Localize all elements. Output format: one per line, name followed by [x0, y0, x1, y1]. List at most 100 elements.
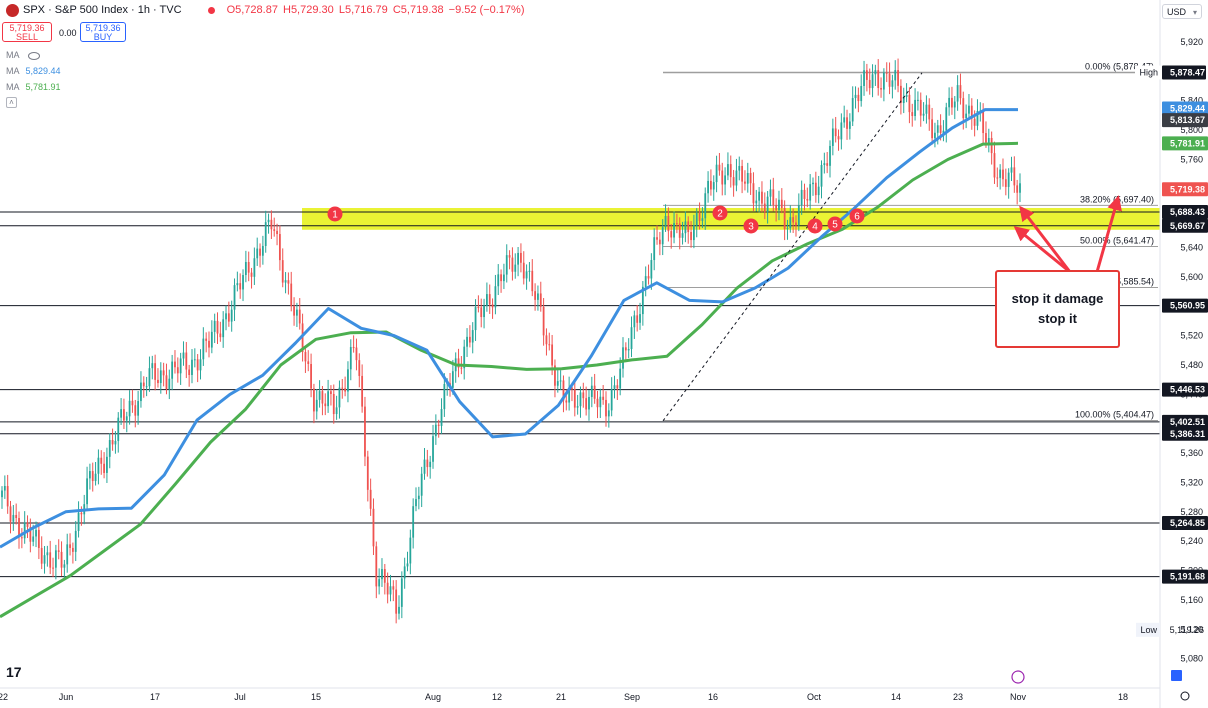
- level-tag-label: 5,560.95: [1170, 301, 1205, 311]
- candle-body: [236, 283, 239, 286]
- candle-body: [900, 85, 902, 104]
- spread-value: 0.00: [59, 28, 77, 38]
- candle-body: [829, 145, 831, 166]
- marker-circle: [849, 208, 865, 224]
- candle-body: [103, 463, 105, 473]
- candle-body: [863, 70, 865, 86]
- candle-body: [171, 361, 174, 379]
- candle-body: [681, 233, 684, 238]
- candle-body: [97, 457, 100, 474]
- candle-body: [749, 172, 752, 184]
- candle-body: [293, 306, 295, 316]
- candle-body: [704, 193, 707, 219]
- candle-body: [281, 260, 284, 283]
- candle-body: [602, 396, 605, 400]
- candle-body: [797, 205, 800, 226]
- candle-body: [403, 566, 406, 579]
- candle-body: [6, 486, 9, 507]
- candle-body: [610, 388, 613, 411]
- candle-body: [332, 393, 335, 415]
- candle-body: [500, 274, 502, 282]
- candle-body: [585, 398, 588, 410]
- marker-label: 5: [832, 220, 838, 231]
- candle-body: [151, 363, 154, 369]
- x-tick-label: 18: [1118, 692, 1128, 702]
- candle-body: [588, 396, 590, 410]
- candle-body: [392, 586, 395, 590]
- candle-body: [54, 550, 57, 568]
- candle-body: [641, 286, 644, 315]
- marker-1: 1: [327, 206, 343, 222]
- candle-body: [244, 262, 247, 276]
- indicator-ma-fast[interactable]: MA 5,829.44: [6, 66, 61, 76]
- candle-body: [216, 320, 219, 334]
- candle-body: [205, 338, 208, 341]
- candle-body: [471, 330, 474, 343]
- candle-body: [202, 338, 205, 360]
- indicator-volume-row[interactable]: MA: [6, 50, 40, 60]
- candle-body: [358, 360, 361, 376]
- candle-body: [914, 99, 916, 117]
- candle-body: [219, 333, 222, 338]
- candle-body: [477, 307, 480, 309]
- candle-body: [973, 118, 976, 126]
- eye-icon[interactable]: [27, 51, 40, 60]
- candle-body: [613, 385, 616, 389]
- high-badge: [1135, 65, 1161, 80]
- marker-label: 2: [717, 209, 723, 220]
- candle-body: [545, 335, 548, 345]
- candle-body: [922, 113, 925, 116]
- buy-button[interactable]: 5,719.36 BUY: [80, 22, 126, 42]
- symbol-title[interactable]: SPX · S&P 500 Index · 1h · TVC: [23, 4, 182, 16]
- candle-body: [66, 544, 69, 565]
- candle-body: [766, 196, 769, 212]
- marker-5: 5: [827, 216, 843, 232]
- x-tick-label: 15: [311, 692, 321, 702]
- x-tick-label: Nov: [1010, 692, 1027, 702]
- candle-body: [854, 94, 857, 99]
- price-tag-label: 5,781.91: [1170, 138, 1205, 148]
- candle-body: [806, 198, 809, 201]
- sell-price: 5,719.36: [9, 23, 45, 33]
- candle-body: [239, 283, 242, 290]
- candle-body: [278, 234, 281, 261]
- x-tick-label: Jul: [234, 692, 246, 702]
- candle-body: [35, 529, 37, 537]
- candle-body: [321, 391, 324, 404]
- candle-body: [137, 401, 140, 416]
- marker-circle: [712, 205, 728, 221]
- candle-body: [837, 136, 840, 140]
- candle-body: [270, 219, 273, 230]
- price-tag: [1162, 101, 1208, 116]
- sell-label: SELL: [15, 32, 39, 42]
- candle-body: [296, 309, 298, 316]
- candle-body: [366, 456, 369, 490]
- candle-body: [355, 347, 358, 361]
- candle-body: [341, 387, 344, 389]
- candle-body: [826, 163, 829, 166]
- ohlc-close: C5,719.38: [392, 4, 444, 16]
- collapse-indicators-button[interactable]: ˄: [6, 97, 17, 108]
- candle-body: [985, 133, 987, 143]
- candle-body: [429, 461, 432, 468]
- candle-body: [264, 222, 267, 246]
- candle-body: [361, 375, 364, 407]
- candle-body: [783, 207, 786, 230]
- candle-body: [74, 530, 77, 552]
- candle-body: [897, 70, 899, 86]
- candle-body: [120, 409, 122, 418]
- candle-body: [157, 379, 159, 384]
- marker-2: 2: [712, 205, 728, 221]
- candle-body: [111, 440, 114, 445]
- candle-body: [970, 105, 973, 119]
- candle-body: [213, 320, 216, 332]
- currency-selector[interactable]: USD ▾: [1162, 4, 1202, 19]
- candle-body: [259, 248, 261, 256]
- candle-body: [951, 97, 953, 108]
- candle-body: [440, 409, 443, 426]
- candle-body: [928, 104, 931, 120]
- y-tick-label: 5,320: [1180, 477, 1203, 487]
- sell-button[interactable]: 5,719.36 SELL: [2, 22, 52, 42]
- indicator-ma-slow[interactable]: MA 5,781.91: [6, 82, 61, 92]
